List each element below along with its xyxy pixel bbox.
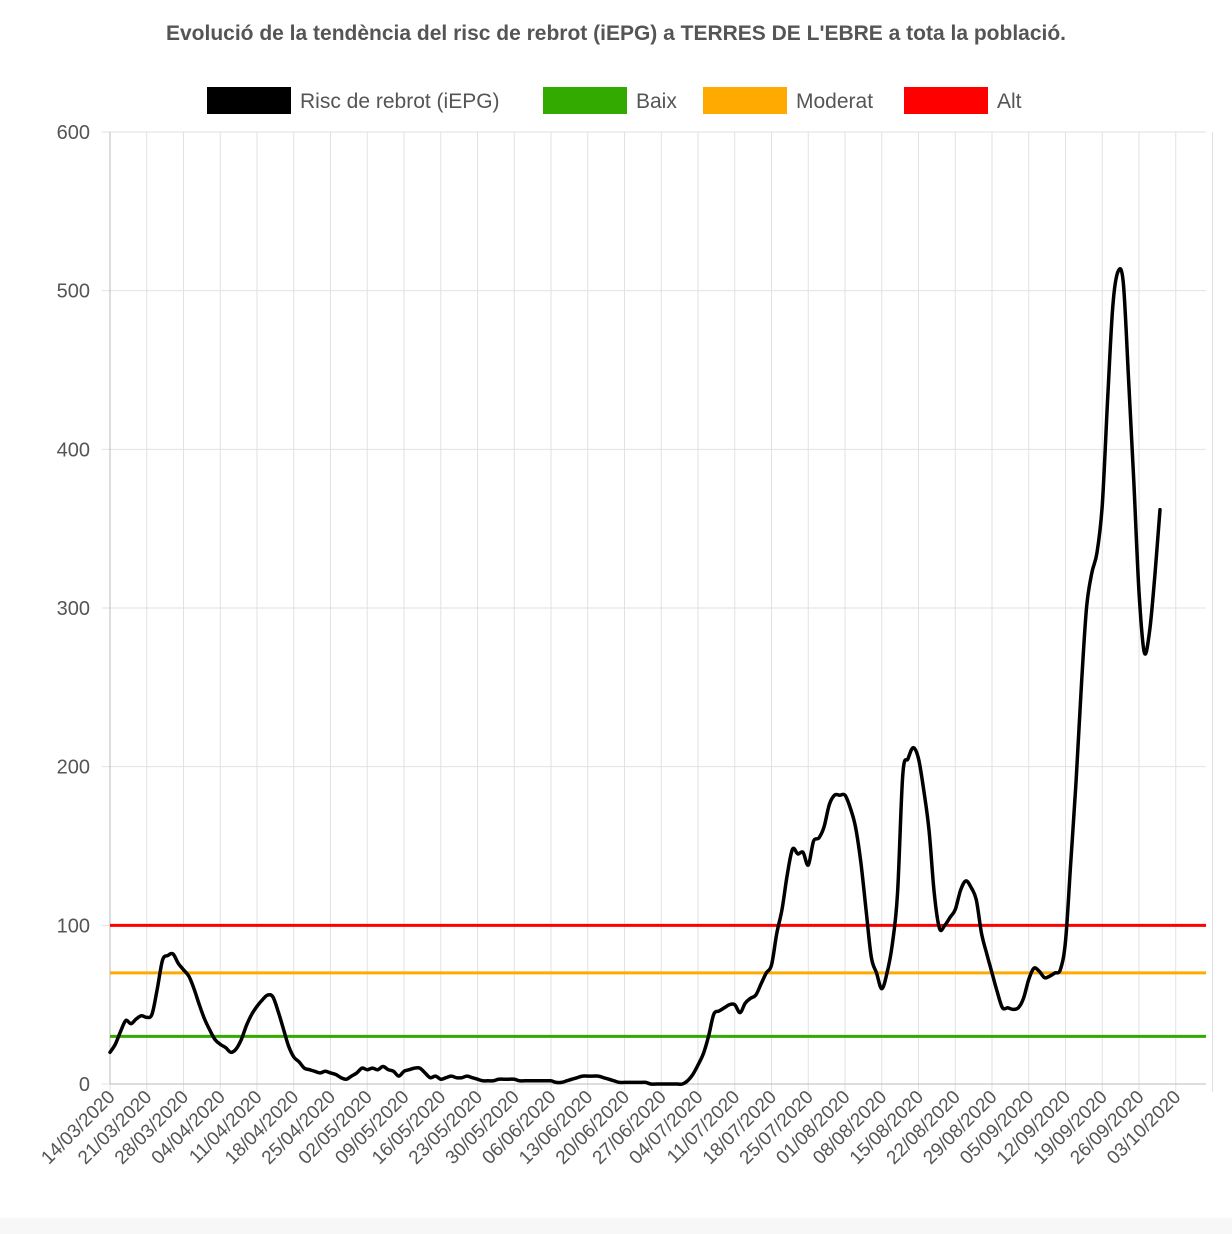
chart-title: Evolució de la tendència del risc de reb… <box>165 22 1067 45</box>
threshold-lines <box>110 923 1206 1038</box>
legend: Risc de rebrot (iEPG) Baix Moderat Alt <box>207 87 1022 114</box>
y-tick-label: 500 <box>57 281 90 303</box>
y-tick-label: 300 <box>57 598 90 620</box>
legend-label[interactable]: Moderat <box>796 90 873 113</box>
y-tick-label: 600 <box>57 122 90 144</box>
bottom-strip <box>0 1218 1232 1234</box>
legend-swatch <box>904 87 988 114</box>
y-tick-label: 400 <box>57 439 90 461</box>
legend-swatch <box>703 87 787 114</box>
legend-label[interactable]: Baix <box>636 90 677 113</box>
y-tick-label: 100 <box>57 915 90 937</box>
y-tick-label: 0 <box>79 1074 90 1096</box>
y-tick-labels: 0 100 200 300 400 500 600 <box>57 122 90 1096</box>
x-tick-labels: 14/03/202021/03/202028/03/202004/04/2020… <box>37 1087 1185 1169</box>
legend-swatch <box>543 87 627 114</box>
legend-label[interactable]: Risc de rebrot (iEPG) <box>300 90 500 113</box>
line-series <box>108 266 1162 1086</box>
legend-swatch <box>207 87 291 114</box>
series-line-iepg <box>108 266 1162 1086</box>
y-tick-label: 200 <box>57 757 90 779</box>
grid <box>102 131 1213 1092</box>
legend-label[interactable]: Alt <box>997 90 1022 113</box>
